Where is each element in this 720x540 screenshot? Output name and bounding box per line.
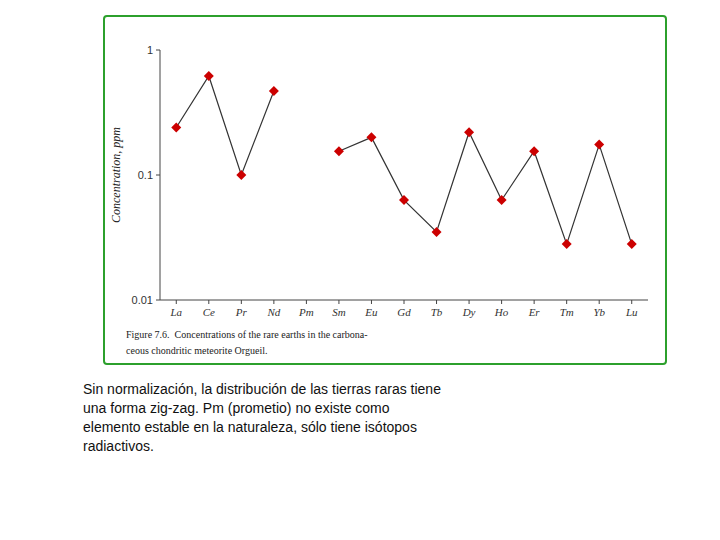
x-tick-label: Tm xyxy=(560,306,574,318)
x-tick xyxy=(501,300,502,304)
x-tick xyxy=(404,300,405,304)
x-tick xyxy=(273,300,274,304)
x-tick xyxy=(338,300,339,304)
x-tick-label: Gd xyxy=(397,306,411,318)
x-tick xyxy=(176,300,177,304)
data-point xyxy=(269,86,279,96)
data-point xyxy=(334,146,344,156)
x-tick xyxy=(631,300,632,304)
data-point xyxy=(497,195,507,205)
x-tick-label: Eu xyxy=(364,306,378,318)
x-tick xyxy=(241,300,242,304)
x-tick xyxy=(208,300,209,304)
x-tick xyxy=(566,300,567,304)
y-tick xyxy=(156,50,160,51)
data-point xyxy=(236,170,246,180)
x-tick-label: Er xyxy=(528,306,541,318)
y-tick-label: 0.01 xyxy=(132,294,153,306)
y-tick xyxy=(156,300,160,301)
figure-frame xyxy=(104,16,666,364)
y-tick-label: 1 xyxy=(147,44,153,56)
x-tick xyxy=(469,300,470,304)
x-tick xyxy=(534,300,535,304)
y-tick xyxy=(156,175,160,176)
data-point xyxy=(627,239,637,249)
body-text-line: una forma zig-zag. Pm (prometio) no exis… xyxy=(83,400,390,416)
data-point xyxy=(529,146,539,156)
x-tick-label: Lu xyxy=(625,306,638,318)
x-tick-label: Pr xyxy=(235,306,248,318)
body-text-line: elemento estable en la naturaleza, sólo … xyxy=(83,419,417,435)
data-point xyxy=(204,71,214,81)
x-tick-label: Sm xyxy=(332,306,346,318)
x-tick xyxy=(306,300,307,304)
plot-area xyxy=(171,71,636,249)
data-point xyxy=(594,140,604,150)
x-tick-label: Yb xyxy=(593,306,605,318)
x-tick-label: Ce xyxy=(203,306,215,318)
chart-root: 0.01 0.1 1 La Ce Pr Nd Pm Sm Eu Gd Tb Dy Ho Er Tm Yb Lu Co… xyxy=(0,0,720,540)
x-tick xyxy=(436,300,437,304)
caption: Figure 7.6. Concentrations of the rare e… xyxy=(126,329,368,340)
data-point xyxy=(366,132,376,142)
x-tick xyxy=(371,300,372,304)
data-point xyxy=(562,239,572,249)
x-tick-label: Tb xyxy=(431,306,443,318)
x-tick-label: Ho xyxy=(494,306,509,318)
data-line xyxy=(339,132,632,244)
x-tick-label: Dy xyxy=(462,306,476,318)
data-line xyxy=(176,76,274,175)
y-tick-label: 0.1 xyxy=(138,169,153,181)
data-point xyxy=(399,195,409,205)
body-text-line: Sin normalización, la distribución de la… xyxy=(83,381,441,397)
data-point xyxy=(171,122,181,132)
x-tick xyxy=(599,300,600,304)
body-text-line: radiactivos. xyxy=(83,438,154,454)
data-point xyxy=(464,127,474,137)
y-axis-label: Concentration, ppm xyxy=(109,127,123,223)
data-point xyxy=(432,227,442,237)
body-text: Sin normalización, la distribución de la… xyxy=(83,381,441,454)
x-tick-label: La xyxy=(169,306,182,318)
x-tick-label: Nd xyxy=(266,306,280,318)
x-tick-label: Pm xyxy=(298,306,314,318)
caption: ceous chondritic meteorite Orgueil. xyxy=(126,345,267,356)
